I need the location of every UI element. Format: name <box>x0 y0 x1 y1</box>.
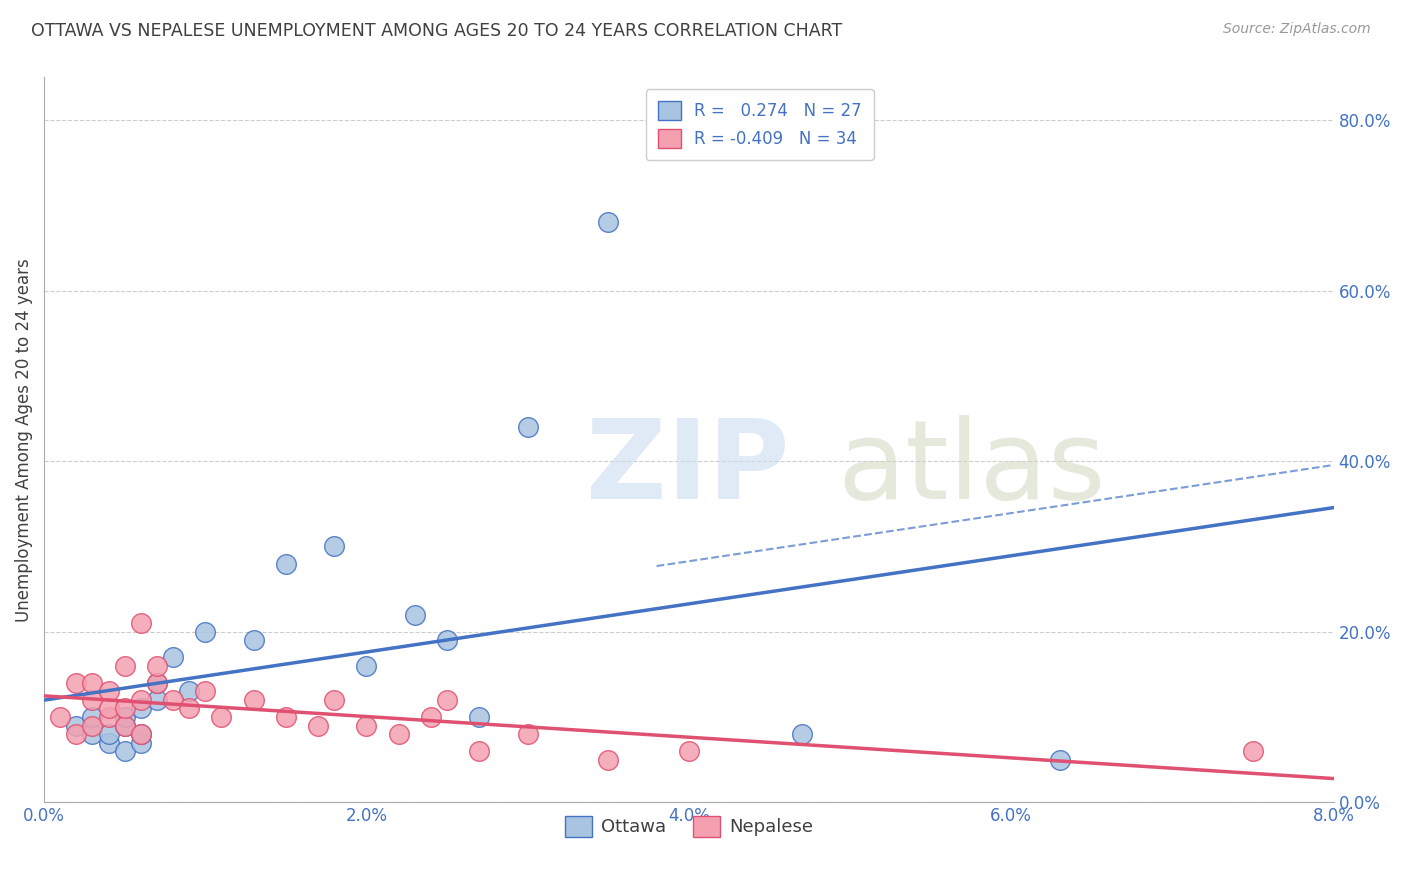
Point <box>129 727 152 741</box>
Point <box>114 710 136 724</box>
Point <box>49 710 72 724</box>
Point <box>404 607 426 622</box>
Point <box>146 676 169 690</box>
Point <box>436 633 458 648</box>
Point <box>516 420 538 434</box>
Point <box>436 693 458 707</box>
Point <box>129 616 152 631</box>
Point <box>114 701 136 715</box>
Point <box>323 693 346 707</box>
Point <box>323 540 346 554</box>
Point <box>97 727 120 741</box>
Point <box>1241 744 1264 758</box>
Text: Source: ZipAtlas.com: Source: ZipAtlas.com <box>1223 22 1371 37</box>
Point <box>356 718 378 732</box>
Point <box>97 710 120 724</box>
Point <box>678 744 700 758</box>
Point <box>242 693 264 707</box>
Point <box>598 215 620 229</box>
Text: atlas: atlas <box>837 416 1105 523</box>
Point <box>129 735 152 749</box>
Point <box>420 710 443 724</box>
Point <box>242 633 264 648</box>
Point <box>146 676 169 690</box>
Point <box>82 727 104 741</box>
Point <box>65 676 87 690</box>
Point <box>516 727 538 741</box>
Point <box>598 753 620 767</box>
Point <box>97 684 120 698</box>
Point <box>97 701 120 715</box>
Text: OTTAWA VS NEPALESE UNEMPLOYMENT AMONG AGES 20 TO 24 YEARS CORRELATION CHART: OTTAWA VS NEPALESE UNEMPLOYMENT AMONG AG… <box>31 22 842 40</box>
Point <box>129 701 152 715</box>
Point <box>114 718 136 732</box>
Point <box>65 718 87 732</box>
Point <box>82 710 104 724</box>
Legend: Ottawa, Nepalese: Ottawa, Nepalese <box>557 809 820 844</box>
Point <box>82 718 104 732</box>
Point <box>65 727 87 741</box>
Point <box>179 701 201 715</box>
Point <box>129 693 152 707</box>
Point <box>82 693 104 707</box>
Point <box>97 735 120 749</box>
Point <box>274 557 297 571</box>
Point <box>82 676 104 690</box>
Point <box>356 658 378 673</box>
Text: ZIP: ZIP <box>586 416 789 523</box>
Point <box>162 650 184 665</box>
Point <box>307 718 329 732</box>
Point <box>388 727 411 741</box>
Point <box>209 710 232 724</box>
Point <box>162 693 184 707</box>
Point <box>274 710 297 724</box>
Point <box>114 718 136 732</box>
Point <box>468 744 491 758</box>
Point <box>179 684 201 698</box>
Point <box>790 727 813 741</box>
Point <box>194 684 217 698</box>
Point <box>146 693 169 707</box>
Point <box>194 624 217 639</box>
Point <box>129 727 152 741</box>
Point <box>468 710 491 724</box>
Point <box>114 658 136 673</box>
Y-axis label: Unemployment Among Ages 20 to 24 years: Unemployment Among Ages 20 to 24 years <box>15 258 32 622</box>
Point <box>114 744 136 758</box>
Point <box>1049 753 1071 767</box>
Point <box>146 658 169 673</box>
